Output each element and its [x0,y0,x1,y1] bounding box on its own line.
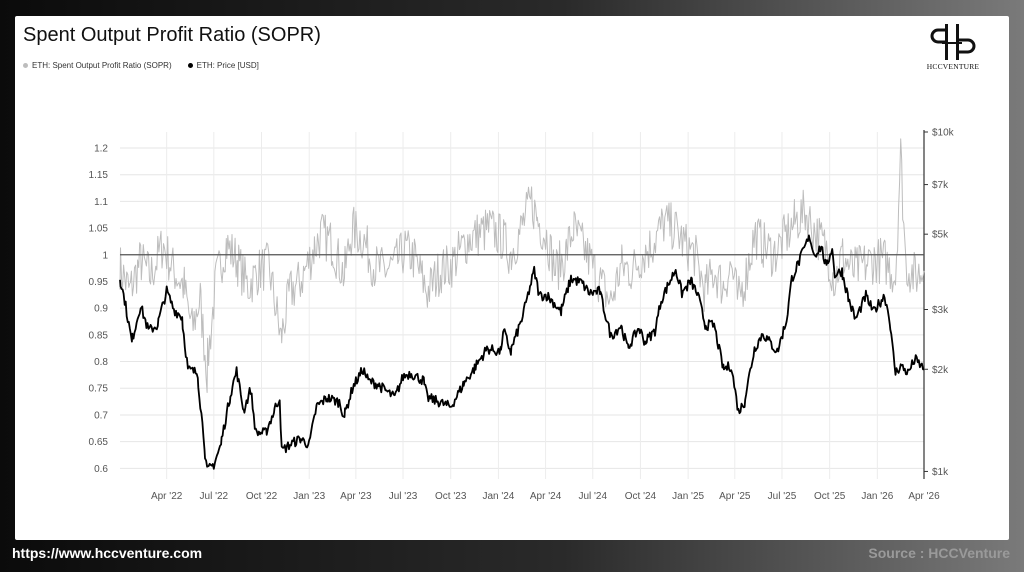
y-left-tick-label: 0.85 [89,330,109,341]
y-left-tick-label: 1.15 [89,170,109,181]
y-left-tick-label: 1.05 [89,224,109,235]
footer-url[interactable]: https://www.hccventure.com [12,545,203,561]
axis-layer: 0.6 0.65 0.7 0.75 0.8 0.85 0.9 0.95 1 1.05 1.1 1.15… [89,128,955,503]
x-tick-label: Apr '26 [908,491,940,502]
y-left-tick-label: 1 [102,250,108,261]
x-tick-label: Apr '24 [530,491,562,502]
y-left-tick-label: 1.2 [94,144,108,155]
legend-swatch-sopr [23,63,28,68]
x-tick-label: Jan '25 [672,491,704,502]
y-right-tick-label: $7k [932,180,949,191]
y-left-tick-label: 0.95 [89,277,109,288]
x-tick-label: Apr '25 [719,491,751,502]
logo-monogram-icon [930,24,976,60]
x-tick-label: Oct '23 [435,491,467,502]
chart-title: Spent Output Profit Ratio (SOPR) [23,24,321,46]
x-tick-label: Jul '24 [578,491,607,502]
x-tick-label: Apr '22 [151,491,183,502]
series-line-sopr [119,138,925,393]
grid-layer [120,132,925,479]
x-tick-label: Oct '25 [814,491,846,502]
x-tick-label: Jan '23 [293,491,325,502]
y-right-tick-label: $1k [932,467,949,478]
y-left-tick-label: 0.7 [94,410,108,421]
series-layer [119,138,925,470]
x-tick-label: Jul '22 [200,491,229,502]
y-left-tick-label: 0.9 [94,304,108,315]
x-tick-label: Jan '24 [482,491,514,502]
y-left-tick-label: 0.65 [89,437,109,448]
legend-label-sopr: ETH: Spent Output Profit Ratio (SOPR) [32,61,172,70]
y-right-tick-label: $3k [932,305,949,316]
footer-source: Source : HCCVenture [868,545,1010,561]
x-tick-label: Jan '26 [861,491,893,502]
legend-item-sopr[interactable]: ETH: Spent Output Profit Ratio (SOPR) [23,61,172,70]
brand-logo: HCCVENTURE [918,22,988,72]
chart-legend: ETH: Spent Output Profit Ratio (SOPR) ET… [23,61,259,70]
y-right-tick-label: $5k [932,230,949,241]
y-right-tick-label: $10k [932,128,955,139]
x-tick-label: Oct '24 [625,491,657,502]
y-left-tick-label: 0.75 [89,384,109,395]
y-left-tick-label: 0.6 [94,464,108,475]
y-left-tick-label: 0.8 [94,357,108,368]
x-tick-label: Apr '23 [340,491,372,502]
legend-item-price[interactable]: ETH: Price [USD] [187,61,259,70]
y-left-tick-label: 1.1 [94,197,108,208]
x-tick-label: Oct '22 [246,491,278,502]
x-tick-label: Jul '23 [389,491,418,502]
logo-text: HCCVENTURE [926,62,980,71]
legend-label-price: ETH: Price [USD] [196,61,259,70]
y-right-tick-label: $2k [932,365,949,376]
x-tick-label: Jul '25 [768,491,797,502]
legend-swatch-price [187,63,193,68]
series-line-price [119,234,924,470]
